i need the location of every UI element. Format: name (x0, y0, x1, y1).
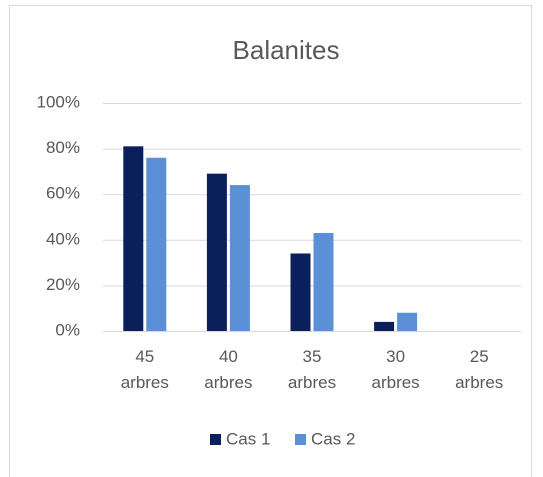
x-tick-label: 25 arbres (455, 347, 503, 392)
legend-label: Cas 1 (226, 429, 270, 448)
x-tick-label: 45 arbres (121, 347, 169, 392)
y-tick-label: 60% (46, 184, 80, 203)
legend-swatch (210, 434, 221, 445)
bar (290, 253, 311, 331)
x-tick-label: 30 arbres (372, 347, 420, 392)
y-tick-label: 0% (55, 320, 80, 339)
bar (313, 232, 334, 331)
legend-entry: Cas 1 (210, 429, 270, 448)
legend-label: Cas 2 (311, 429, 355, 448)
y-tick-label: 100% (37, 92, 80, 111)
y-tick-label: 80% (46, 138, 80, 157)
bar (206, 173, 227, 331)
bar (229, 185, 250, 331)
x-tick-label: 35 arbres (288, 347, 336, 392)
bar (146, 157, 167, 331)
x-tick-label: 40 arbres (204, 347, 252, 392)
bar (374, 321, 395, 331)
legend-entry: Cas 2 (295, 429, 355, 448)
chart-title: Balanites (233, 35, 340, 65)
chart-border (9, 5, 532, 477)
y-tick-label: 40% (46, 229, 80, 248)
legend-swatch (295, 434, 306, 445)
bar (123, 146, 144, 331)
bar (397, 312, 418, 331)
y-tick-label: 20% (46, 275, 80, 294)
